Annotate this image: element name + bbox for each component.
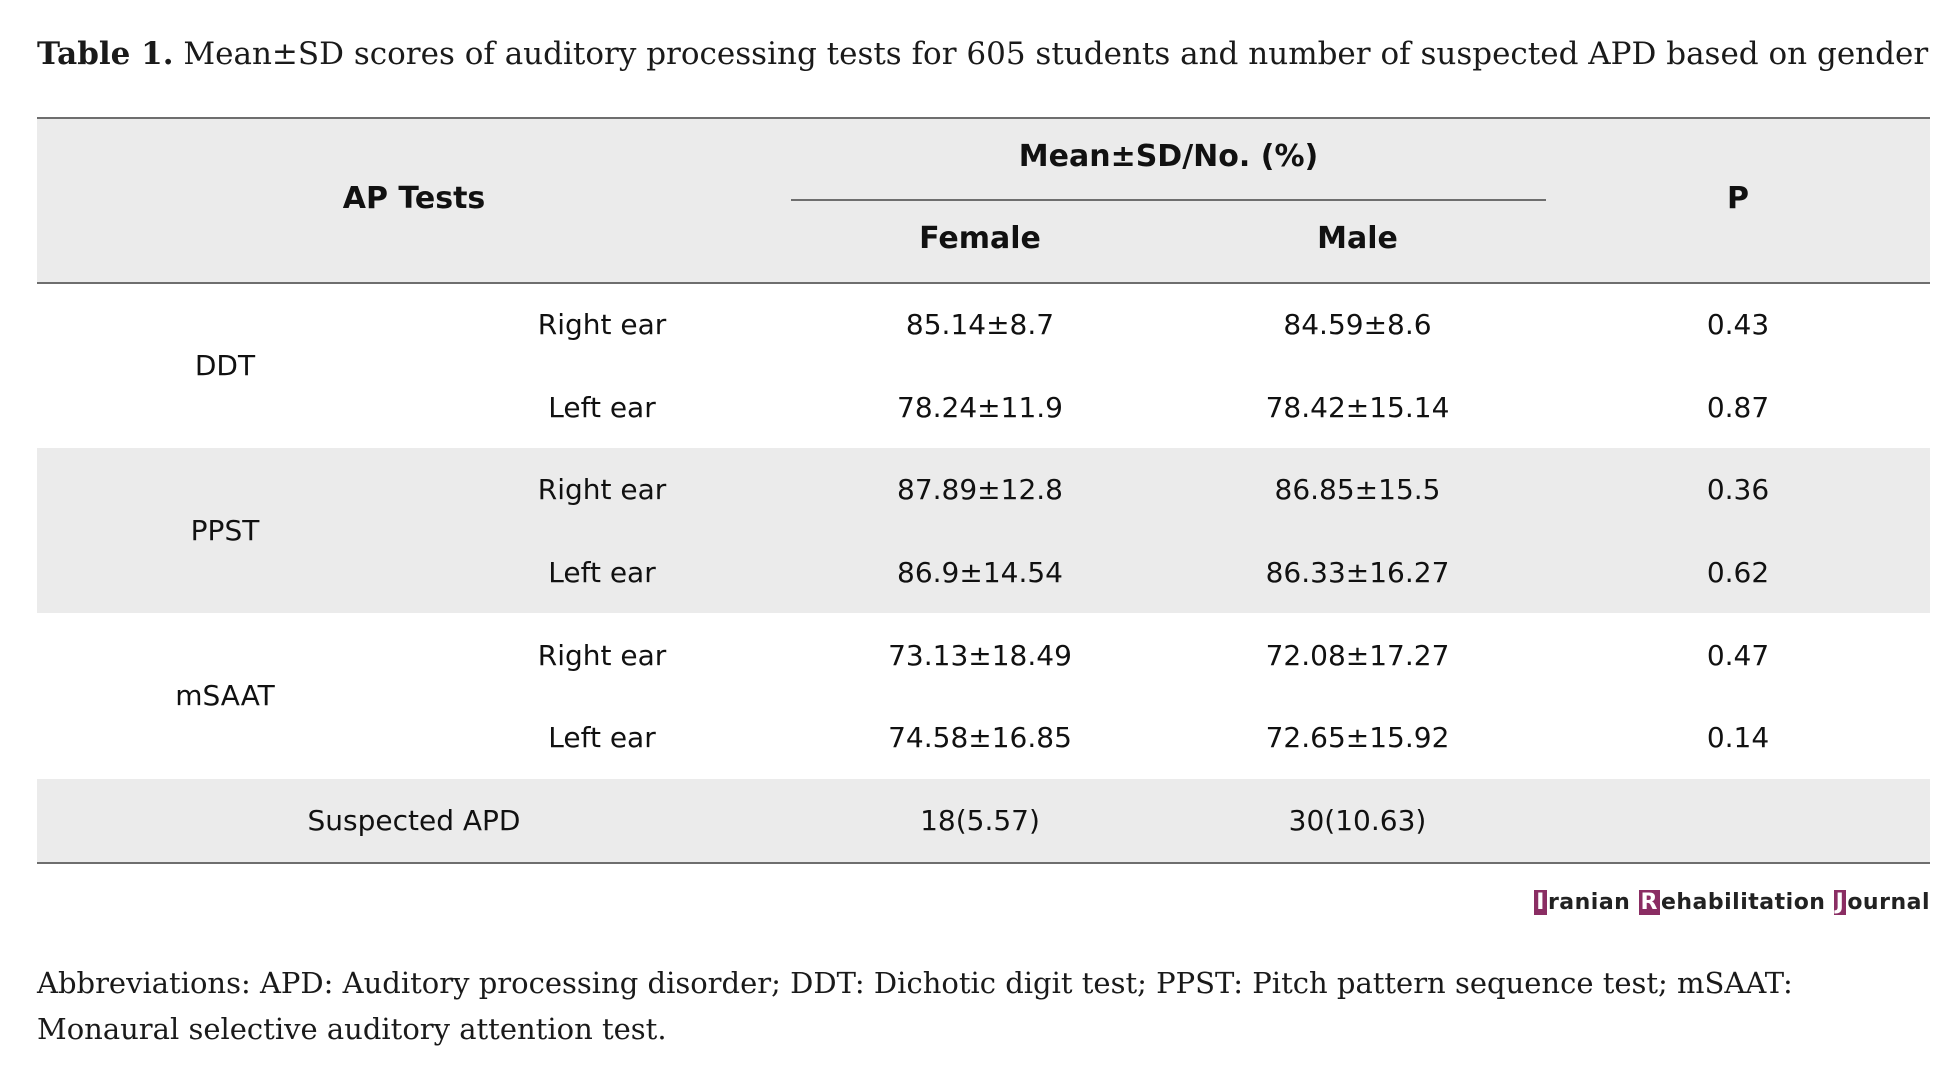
msaat-right-ear-male: 72.08±17.27	[1265, 639, 1450, 672]
ppst-left-ear-male: 86.33±16.27	[1265, 556, 1450, 589]
table-caption-text: Mean±SD scores of auditory processing te…	[183, 36, 1929, 72]
ddt-right-ear-p: 0.43	[1706, 308, 1770, 341]
msaat-left-ear-p: 0.14	[1706, 721, 1770, 754]
logo-initial-r: R	[1638, 890, 1660, 915]
msaat-right-ear-p: 0.47	[1706, 639, 1770, 672]
suspected-row-band	[37, 779, 1930, 862]
ppst-left-ear-label: Left ear	[548, 556, 656, 589]
ddt-right-ear-male: 84.59±8.6	[1283, 308, 1432, 341]
ppst-right-ear-male: 86.85±15.5	[1274, 473, 1441, 506]
table-top-rule	[37, 117, 1930, 119]
msaat-right-ear-label: Right ear	[537, 639, 667, 672]
abbreviations-note: Abbreviations: APD: Auditory processing …	[37, 966, 1793, 1046]
ddt-right-ear-female: 85.14±8.7	[905, 308, 1055, 341]
ddt-right-ear-label: Right ear	[537, 308, 667, 341]
ppst-left-ear-p: 0.62	[1706, 556, 1770, 589]
ddt-left-ear-female: 78.24±11.9	[897, 391, 1063, 424]
msaat-left-ear-male: 72.65±15.92	[1265, 721, 1450, 754]
msaat-left-ear-label: Left ear	[548, 721, 656, 754]
ddt-left-ear-male: 78.42±15.14	[1265, 391, 1450, 424]
suspected-apd-male: 30(10.63)	[1288, 804, 1427, 837]
group-header-rule	[791, 199, 1546, 201]
header-female: Female	[919, 221, 1041, 256]
ppst-left-ear-female: 86.9±14.54	[897, 556, 1063, 589]
header-bottom-rule	[37, 282, 1930, 284]
suspected-apd-label: Suspected APD	[307, 804, 521, 837]
test-name-ppst: PPST	[190, 514, 260, 547]
logo-word-2: ehabilitation	[1660, 890, 1834, 915]
ppst-row-band	[37, 448, 1930, 613]
ppst-right-ear-female: 87.89±12.8	[897, 473, 1063, 506]
suspected-apd-female: 18(5.57)	[920, 804, 1040, 837]
test-name-ddt: DDT	[194, 349, 256, 382]
ddt-left-ear-label: Left ear	[548, 391, 656, 424]
logo-initial-i: I	[1534, 890, 1547, 915]
header-background	[37, 119, 1930, 283]
ddt-left-ear-p: 0.87	[1706, 391, 1770, 424]
header-male: Male	[1317, 221, 1398, 256]
header-ap-tests: AP Tests	[342, 181, 486, 216]
logo-initial-j: J	[1833, 890, 1847, 915]
ppst-right-ear-label: Right ear	[537, 473, 667, 506]
test-name-msaat: mSAAT	[175, 679, 275, 712]
header-p: P	[1727, 181, 1749, 216]
ppst-right-ear-p: 0.36	[1706, 473, 1770, 506]
table-caption: Table 1. Mean±SD scores of auditory proc…	[37, 36, 1937, 72]
msaat-right-ear-female: 73.13±18.49	[888, 639, 1072, 672]
header-mean-sd-group: Mean±SD/No. (%)	[1018, 139, 1319, 174]
msaat-left-ear-female: 74.58±16.85	[888, 721, 1072, 754]
table-caption-label: Table 1.	[37, 36, 174, 72]
logo-word-1: ranian	[1547, 890, 1639, 915]
logo-word-3: ournal	[1847, 890, 1930, 915]
table-bottom-rule	[37, 862, 1930, 864]
